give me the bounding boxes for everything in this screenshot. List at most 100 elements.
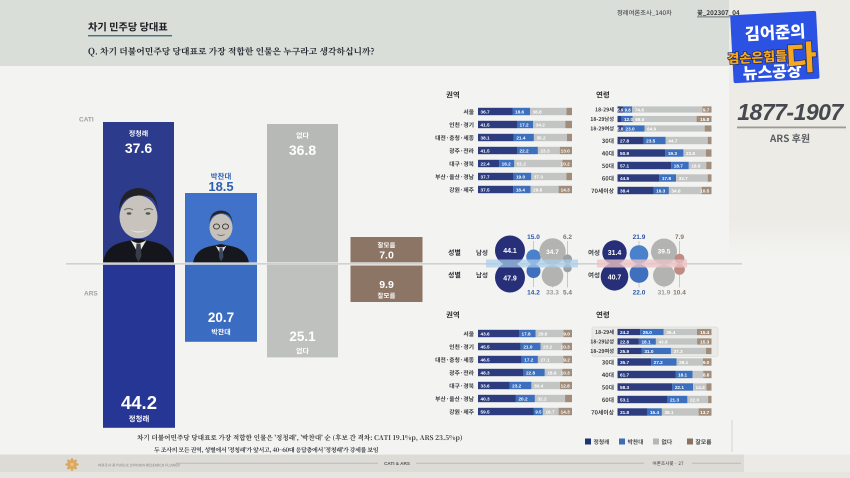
svg-text:37.3: 37.3 (674, 349, 684, 354)
svg-text:74.6: 74.6 (635, 107, 645, 112)
svg-text:7.9: 7.9 (675, 234, 684, 241)
svg-text:38.8: 38.8 (533, 109, 543, 114)
svg-text:37.6: 37.6 (125, 140, 152, 156)
svg-text:13.0: 13.0 (561, 148, 571, 153)
svg-text:10.4: 10.4 (673, 290, 686, 297)
svg-text:17.2: 17.2 (524, 357, 534, 362)
svg-text:20.2: 20.2 (518, 396, 528, 401)
svg-text:23.3: 23.3 (540, 148, 550, 153)
svg-text:14.3: 14.3 (696, 385, 706, 390)
svg-text:32.2: 32.2 (537, 396, 547, 401)
svg-text:10.2: 10.2 (561, 161, 571, 166)
svg-text:9.9: 9.9 (379, 279, 394, 291)
svg-text:8.8: 8.8 (703, 372, 710, 377)
svg-text:21.0: 21.0 (523, 344, 533, 349)
svg-text:25.0: 25.0 (643, 330, 653, 335)
svg-text:41.5: 41.5 (481, 122, 491, 127)
svg-text:22.0: 22.0 (690, 397, 700, 402)
svg-text:19.3: 19.3 (668, 151, 678, 156)
svg-text:44.5: 44.5 (620, 176, 630, 181)
svg-text:43.6: 43.6 (481, 331, 491, 336)
svg-text:46.5: 46.5 (481, 357, 491, 362)
svg-text:61.7: 61.7 (620, 372, 630, 377)
svg-text:15.0: 15.0 (527, 234, 540, 241)
svg-text:22.4: 22.4 (481, 161, 491, 166)
svg-text:38.1: 38.1 (481, 135, 491, 140)
svg-text:19.0: 19.0 (516, 174, 526, 179)
svg-text:34.2: 34.2 (536, 122, 546, 127)
svg-text:48.3: 48.3 (481, 370, 491, 375)
svg-text:35.7: 35.7 (620, 360, 630, 365)
svg-text:31.4: 31.4 (608, 250, 622, 257)
svg-text:53.1: 53.1 (620, 397, 630, 402)
svg-text:45.5: 45.5 (481, 344, 491, 349)
svg-text:9.5: 9.5 (535, 409, 542, 414)
svg-text:34.8: 34.8 (671, 188, 681, 193)
svg-text:18.6: 18.6 (515, 109, 525, 114)
svg-text:15.4: 15.4 (700, 330, 710, 335)
svg-text:36.7: 36.7 (481, 109, 491, 114)
svg-text:21.9: 21.9 (633, 234, 646, 241)
svg-text:22.8: 22.8 (526, 370, 536, 375)
svg-text:41.5: 41.5 (481, 148, 491, 153)
svg-text:43.8: 43.8 (658, 339, 668, 344)
svg-text:23.0: 23.0 (626, 126, 636, 131)
svg-text:64.0: 64.0 (647, 126, 657, 131)
svg-text:68.0: 68.0 (635, 117, 645, 122)
svg-text:47.9: 47.9 (503, 276, 517, 283)
svg-text:5.8: 5.8 (617, 126, 624, 131)
svg-text:23.5: 23.5 (646, 138, 656, 143)
svg-text:25.1: 25.1 (289, 329, 316, 344)
svg-text:23.2: 23.2 (512, 383, 522, 388)
svg-text:40.3: 40.3 (481, 396, 491, 401)
svg-text:33.7: 33.7 (679, 176, 689, 181)
svg-text:16.2: 16.2 (502, 161, 512, 166)
svg-text:16.7: 16.7 (545, 409, 555, 414)
svg-text:44.1: 44.1 (503, 248, 517, 255)
svg-text:37.5: 37.5 (481, 187, 491, 192)
svg-text:37.3: 37.3 (534, 174, 544, 179)
svg-text:12.8: 12.8 (561, 383, 571, 388)
svg-text:14.3: 14.3 (561, 187, 571, 192)
svg-text:59.5: 59.5 (481, 409, 491, 414)
svg-text:18.1: 18.1 (641, 339, 651, 344)
svg-text:22.0: 22.0 (633, 290, 646, 297)
svg-text:14.2: 14.2 (527, 290, 540, 297)
svg-text:27.2: 27.2 (654, 360, 664, 365)
svg-text:58.3: 58.3 (620, 385, 630, 390)
svg-text:5.9: 5.9 (617, 107, 624, 112)
svg-text:22.1: 22.1 (675, 385, 685, 390)
svg-text:18.7: 18.7 (674, 163, 684, 168)
svg-text:39.1: 39.1 (664, 410, 674, 415)
svg-text:40.7: 40.7 (608, 275, 622, 282)
svg-text:1877-1907: 1877-1907 (737, 99, 844, 125)
svg-text:25.9: 25.9 (620, 349, 630, 354)
svg-text:14.3: 14.3 (561, 409, 571, 414)
svg-text:18.1: 18.1 (678, 372, 688, 377)
svg-text:21.4: 21.4 (516, 135, 526, 140)
svg-text:CATI: CATI (79, 117, 94, 124)
svg-text:12.0: 12.0 (624, 117, 634, 122)
svg-text:10.5: 10.5 (700, 188, 710, 193)
svg-text:44.7: 44.7 (668, 138, 678, 143)
svg-text:9.8: 9.8 (625, 107, 632, 112)
svg-text:37.7: 37.7 (481, 174, 491, 179)
svg-text:18.6: 18.6 (547, 370, 557, 375)
svg-text:23.2: 23.2 (543, 344, 553, 349)
svg-text:57.1: 57.1 (620, 163, 630, 168)
svg-text:18.5: 18.5 (208, 179, 233, 194)
svg-text:15.3: 15.3 (700, 339, 710, 344)
svg-text:29.6: 29.6 (538, 331, 548, 336)
svg-text:33.3: 33.3 (546, 290, 559, 297)
svg-text:39.5: 39.5 (658, 249, 671, 256)
svg-text:27.1: 27.1 (540, 357, 550, 362)
svg-text:29.8: 29.8 (533, 187, 543, 192)
svg-text:22.2: 22.2 (520, 148, 530, 153)
svg-text:50.9: 50.9 (620, 151, 630, 156)
svg-text:6.2: 6.2 (563, 234, 572, 241)
svg-text:44.2: 44.2 (121, 392, 157, 413)
svg-text:35.2: 35.2 (536, 135, 546, 140)
svg-text:15.4: 15.4 (650, 410, 660, 415)
svg-text:28.1: 28.1 (679, 360, 689, 365)
svg-text:13.7: 13.7 (700, 410, 710, 415)
